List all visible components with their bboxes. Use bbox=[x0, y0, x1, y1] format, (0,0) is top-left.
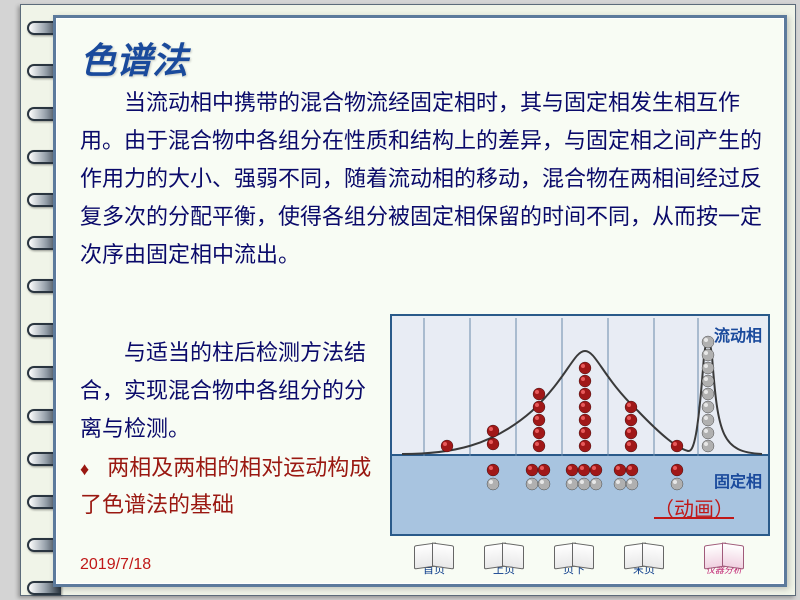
nav-first-button[interactable]: 首页 bbox=[406, 544, 462, 578]
diamond-icon: ♦ bbox=[80, 459, 89, 479]
book-icon bbox=[552, 544, 596, 568]
nav-prev-button[interactable]: 上页 bbox=[476, 544, 532, 578]
mobile-phase-label: 流动相 bbox=[714, 322, 762, 346]
book-icon bbox=[482, 544, 526, 568]
book-icon bbox=[702, 544, 746, 568]
nav-next-button[interactable]: 页下 bbox=[546, 544, 602, 578]
page-title: 色谱法 bbox=[80, 32, 188, 84]
chromatography-diagram: 流动相 固定相 （动画） bbox=[390, 314, 770, 536]
nav-last-button[interactable]: 末页 bbox=[616, 544, 672, 578]
slide-date: 2019/7/18 bbox=[80, 556, 151, 574]
book-icon bbox=[412, 544, 456, 568]
nav-instrument-button[interactable]: 仪器分析 bbox=[696, 544, 752, 578]
book-icon bbox=[622, 544, 666, 568]
paragraph-2: 与适当的柱后检测方法结合，实现混合物中各组分的分离与检测。 bbox=[80, 334, 380, 448]
bullet-text: 两相及两相的相对运动构成了色谱法的基础 bbox=[80, 455, 371, 517]
paragraph-1: 当流动相中携带的混合物流经固定相时，其与固定相发生相互作用。由于混合物中各组分在… bbox=[80, 84, 770, 274]
animation-link[interactable]: （动画） bbox=[654, 493, 734, 522]
stationary-phase-label: 固定相 bbox=[714, 468, 762, 492]
bullet-point: ♦两相及两相的相对运动构成了色谱法的基础 bbox=[80, 450, 380, 523]
slide-content: 色谱法 当流动相中携带的混合物流经固定相时，其与固定相发生相互作用。由于混合物中… bbox=[53, 15, 787, 587]
page-outer: 色谱法 当流动相中携带的混合物流经固定相时，其与固定相发生相互作用。由于混合物中… bbox=[20, 4, 796, 596]
